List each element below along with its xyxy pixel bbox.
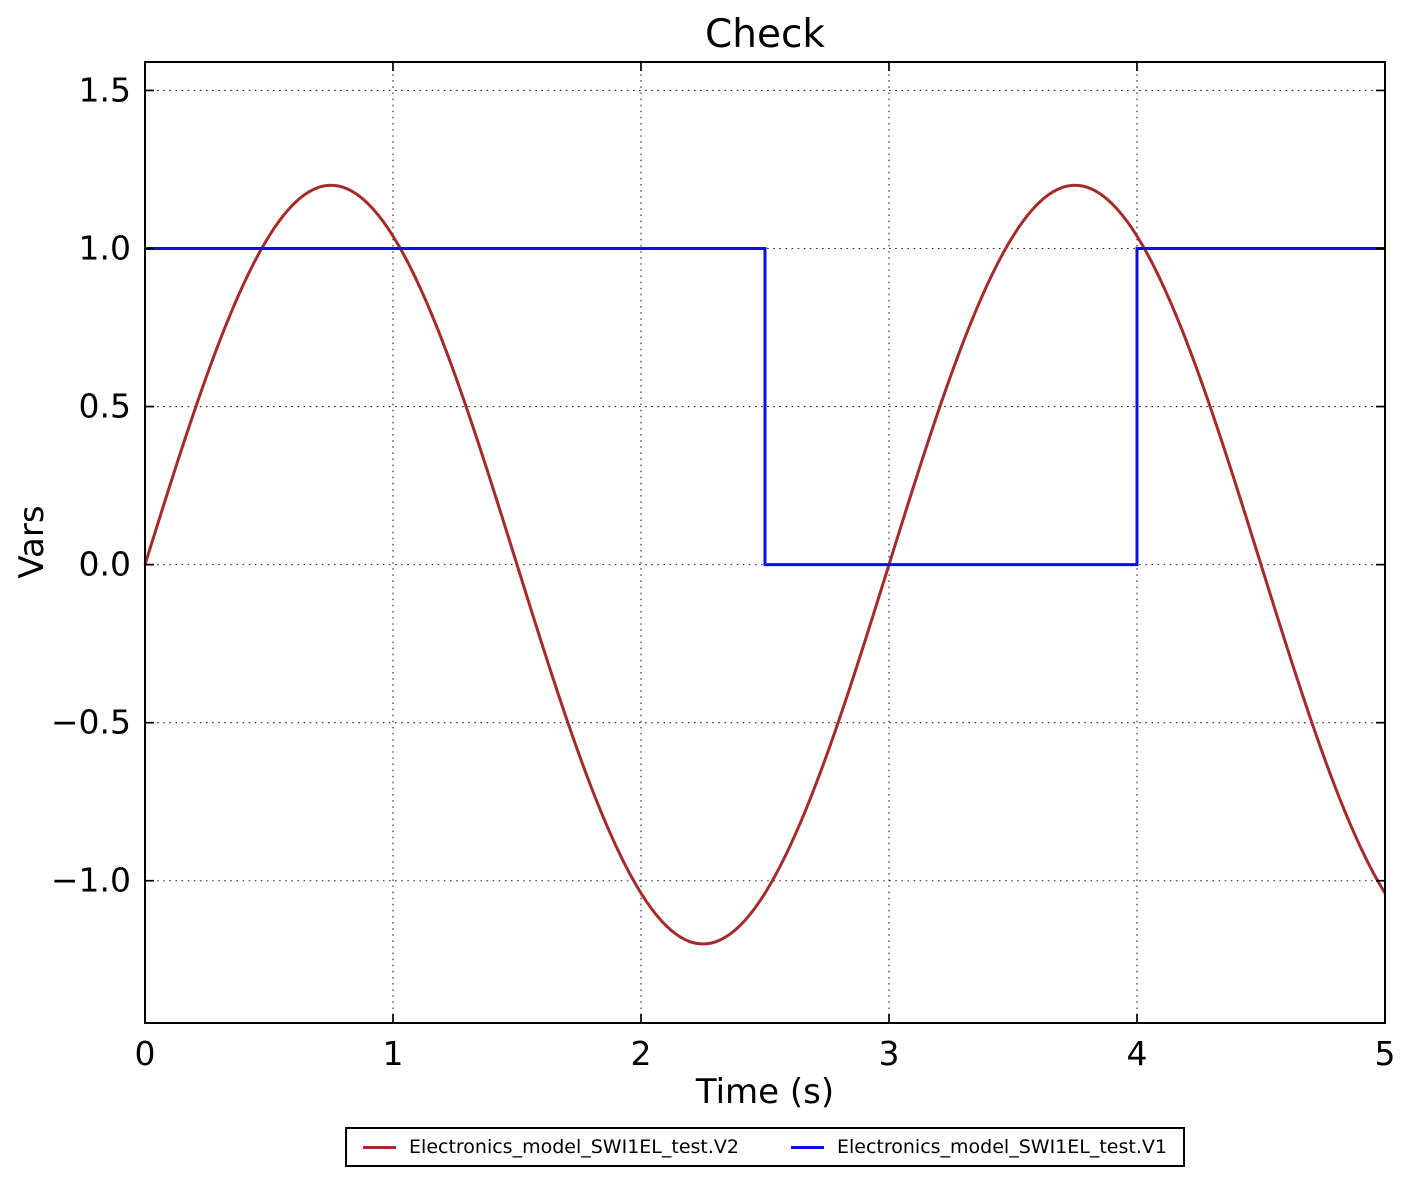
chart-title: Check [705,12,825,57]
x-axis-label: Time (s) [695,1072,835,1112]
series-group [143,183,1387,946]
series-line-0 [143,183,1387,946]
legend-label-v1: Electronics_model_SWI1EL_test.V1 [837,1136,1167,1158]
y-axis-label: Vars [12,505,52,579]
x-tick-label: 4 [1127,1034,1148,1073]
legend-label-v2: Electronics_model_SWI1EL_test.V2 [409,1136,739,1158]
plot-frame [144,61,1386,1024]
tick-labels: 0 1 2 3 4 5 1.5 1.0 0.5 0.0 −0.5 −1.0 [51,70,1396,1073]
x-tick-label: 2 [631,1034,652,1073]
y-tick-label: 1.0 [79,229,131,268]
x-tick-label: 0 [135,1034,156,1073]
legend-line-swatch-v2 [363,1145,397,1149]
y-tick-label: 0.0 [79,545,131,584]
y-tick-label: 1.5 [79,70,131,109]
x-tick-label: 5 [1375,1034,1396,1073]
legend-line-swatch-v1 [791,1145,824,1149]
y-tick-label: 0.5 [79,387,131,426]
legend-entry-v1: Electronics_model_SWI1EL_test.V1 [791,1136,1167,1158]
series-line-1 [145,247,1385,567]
y-tick-label: −1.0 [51,861,131,900]
legend: Electronics_model_SWI1EL_test.V2 Electro… [345,1127,1185,1167]
y-tick-label: −0.5 [51,703,131,742]
x-tick-label: 3 [879,1034,900,1073]
legend-entry-v2: Electronics_model_SWI1EL_test.V2 [363,1136,739,1158]
tick-marks [144,62,1386,1023]
x-tick-label: 1 [383,1034,404,1073]
